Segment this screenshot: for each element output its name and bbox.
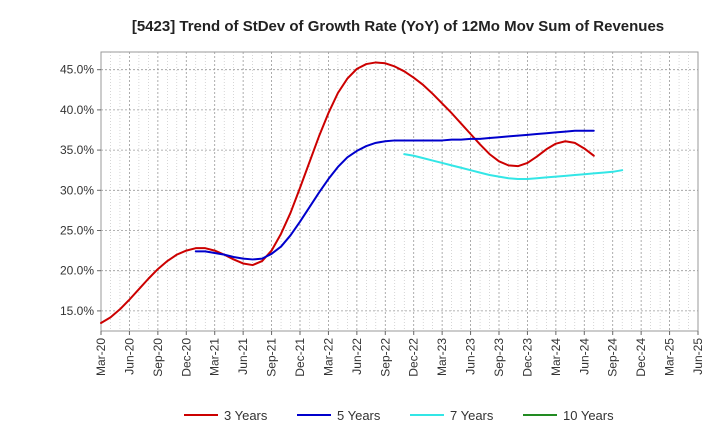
x-axis-ticks: Mar-20 Jun-20 Sep-20 Dec-20 Mar-21 Jun-21 Sep-… bbox=[94, 331, 705, 377]
x-tick-label: Mar-22 bbox=[321, 338, 335, 376]
x-tick-label: Sep-21 bbox=[265, 338, 279, 377]
legend-label-5-years: 5 Years bbox=[337, 408, 381, 423]
x-tick-label: Jun-25 bbox=[691, 338, 705, 375]
x-tick-label: Jun-23 bbox=[464, 338, 478, 375]
x-tick-label: Mar-24 bbox=[549, 338, 563, 376]
gridlines bbox=[101, 52, 698, 331]
x-tick-label: Sep-20 bbox=[151, 338, 165, 377]
series-line-7-years bbox=[403, 153, 624, 181]
x-tick-label: Dec-22 bbox=[407, 338, 421, 377]
x-tick-label: Jun-20 bbox=[122, 338, 136, 375]
x-tick-label: Mar-20 bbox=[94, 338, 108, 376]
legend-label-7-years: 7 Years bbox=[450, 408, 494, 423]
legend-label-10-years: 10 Years bbox=[563, 408, 614, 423]
x-tick-label: Dec-24 bbox=[634, 338, 648, 377]
y-tick-label: 30.0% bbox=[60, 183, 94, 197]
x-tick-label: Sep-22 bbox=[378, 338, 392, 377]
x-tick-label: Dec-21 bbox=[293, 338, 307, 377]
y-tick-label: 45.0% bbox=[60, 63, 94, 77]
chart-title: [5423] Trend of StDev of Growth Rate (Yo… bbox=[132, 18, 664, 35]
y-tick-label: 15.0% bbox=[60, 304, 94, 318]
y-tick-label: 20.0% bbox=[60, 264, 94, 278]
series-line-3-years bbox=[100, 61, 595, 324]
y-tick-label: 25.0% bbox=[60, 223, 94, 237]
x-tick-label: Sep-24 bbox=[606, 338, 620, 377]
x-tick-label: Sep-23 bbox=[492, 338, 506, 377]
legend: 3 Years 5 Years 7 Years 10 Years bbox=[184, 408, 614, 423]
x-tick-label: Mar-23 bbox=[435, 338, 449, 376]
x-tick-label: Dec-23 bbox=[520, 338, 534, 377]
series-lines bbox=[100, 61, 624, 324]
y-axis-ticks: 15.0% 20.0% 25.0% 30.0% 35.0% 40.0% 45.0% bbox=[60, 63, 101, 318]
legend-label-3-years: 3 Years bbox=[224, 408, 268, 423]
x-tick-label: Mar-25 bbox=[663, 338, 677, 376]
plot-area bbox=[100, 51, 699, 332]
x-tick-label: Mar-21 bbox=[208, 338, 222, 376]
y-tick-label: 35.0% bbox=[60, 143, 94, 157]
series-line-5-years bbox=[194, 129, 595, 261]
x-tick-label: Jun-24 bbox=[577, 338, 591, 375]
x-tick-label: Jun-21 bbox=[236, 338, 250, 375]
x-tick-label: Dec-20 bbox=[179, 338, 193, 377]
x-tick-label: Jun-22 bbox=[350, 338, 364, 375]
y-tick-label: 40.0% bbox=[60, 103, 94, 117]
